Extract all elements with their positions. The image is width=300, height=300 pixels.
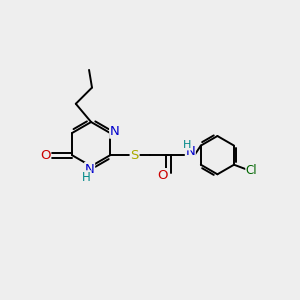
Text: S: S: [130, 149, 139, 162]
Text: Cl: Cl: [246, 164, 257, 177]
Text: H: H: [183, 140, 192, 150]
Text: H: H: [82, 171, 91, 184]
Text: O: O: [40, 149, 51, 162]
Text: N: N: [85, 163, 94, 176]
Text: N: N: [110, 125, 119, 138]
Text: O: O: [158, 169, 168, 182]
Text: N: N: [185, 145, 195, 158]
